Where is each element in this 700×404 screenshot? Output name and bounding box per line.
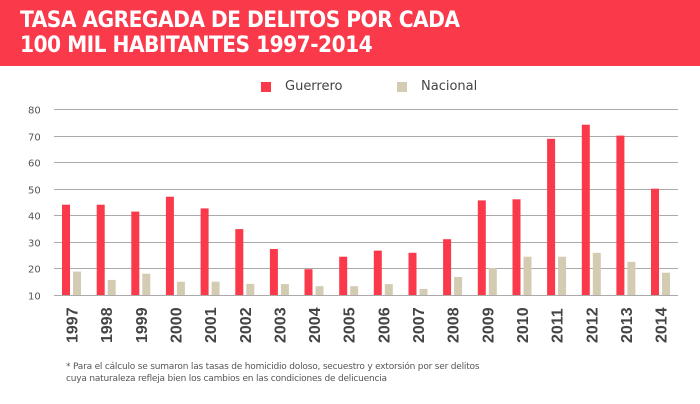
- title-line-1: TASA AGREGADA DE DELITOS POR CADA: [20, 8, 460, 33]
- bar-guerrero-2013: [616, 135, 625, 295]
- bar-guerrero-2012: [581, 124, 590, 295]
- bar-nacional-2010: [523, 256, 532, 295]
- legend-label-nacional: Nacional: [421, 79, 478, 94]
- bar-guerrero-2010: [512, 199, 521, 295]
- legend-swatch-guerrero: [261, 81, 271, 92]
- x-tick-label: 2007: [411, 307, 428, 343]
- x-tick-label: 2009: [480, 307, 497, 343]
- x-tick-label: 2004: [307, 307, 324, 343]
- bar-nacional-2004: [315, 286, 324, 295]
- bar-guerrero-2001: [200, 208, 209, 295]
- chart-title: TASA AGREGADA DE DELITOS POR CADA 100 MI…: [20, 8, 460, 58]
- y-tick-label: 60: [28, 159, 41, 170]
- x-tick-label: 2008: [446, 307, 463, 343]
- x-tick-label: 2005: [342, 307, 359, 343]
- legend-swatch-nacional: [397, 81, 407, 92]
- bar-nacional-2006: [384, 284, 393, 295]
- bar-nacional-2014: [662, 272, 670, 295]
- bar-nacional-1997: [73, 271, 81, 295]
- x-tick-label: 2003: [272, 307, 289, 343]
- y-tick-label: 30: [28, 239, 41, 250]
- bar-guerrero-2006: [373, 250, 382, 295]
- y-tick-label: 50: [28, 186, 41, 197]
- bar-guerrero-2009: [477, 200, 486, 295]
- x-tick-label: 1998: [99, 307, 116, 343]
- legend-label-guerrero: Guerrero: [285, 79, 343, 94]
- y-tick-label: 80: [28, 106, 41, 117]
- bar-nacional-2013: [627, 261, 636, 295]
- bar-nacional-2009: [488, 267, 497, 295]
- bar-nacional-2012: [592, 252, 601, 295]
- bar-guerrero-2003: [269, 249, 278, 295]
- x-tick-label: 2011: [550, 308, 567, 343]
- footnote: * Para el cálculo se sumaron las tasas d…: [66, 361, 480, 385]
- x-tick-label: 2012: [584, 307, 601, 343]
- bar-guerrero-2004: [304, 269, 313, 295]
- x-tick-label: 2013: [619, 307, 636, 343]
- bar-guerrero-1997: [62, 204, 70, 295]
- x-tick-label: 1997: [65, 307, 82, 343]
- bar-guerrero-2011: [547, 138, 556, 295]
- legend: Guerrero Nacional: [0, 79, 700, 95]
- title-banner: TASA AGREGADA DE DELITOS POR CADA 100 MI…: [0, 0, 700, 66]
- bar-guerrero-2007: [408, 252, 417, 295]
- x-tick-label: 2001: [203, 307, 220, 343]
- bar-nacional-2011: [558, 256, 567, 295]
- x-tick-label: 1999: [134, 307, 151, 343]
- bar-guerrero-1999: [131, 211, 140, 295]
- y-tick-label: 20: [28, 265, 41, 276]
- y-tick-label: 70: [28, 133, 41, 144]
- x-tick-label: 2006: [376, 307, 393, 343]
- x-tick-label: 2002: [238, 307, 255, 343]
- bar-nacional-1998: [107, 279, 116, 295]
- x-tick-label: 2010: [515, 307, 532, 343]
- bar-nacional-2002: [246, 283, 255, 295]
- footnote-line-2: cuya naturaleza refleja bien los cambios…: [66, 374, 387, 384]
- legend-item-guerrero: Guerrero: [261, 79, 343, 94]
- bar-nacional-2005: [350, 286, 359, 295]
- bar-nacional-2007: [419, 288, 428, 295]
- x-tick-label: 2000: [168, 307, 185, 343]
- bar-nacional-2003: [280, 284, 289, 295]
- y-tick-label: 10: [28, 292, 41, 303]
- title-line-2: 100 MIL HABITANTES 1997-2014: [20, 33, 373, 58]
- bar-guerrero-1998: [96, 204, 105, 295]
- footnote-line-1: * Para el cálculo se sumaron las tasas d…: [66, 362, 480, 372]
- bar-guerrero-2008: [443, 239, 452, 295]
- legend-item-nacional: Nacional: [397, 79, 477, 94]
- bar-nacional-2000: [176, 281, 185, 295]
- bar-guerrero-2002: [235, 229, 244, 295]
- bar-nacional-1999: [142, 273, 151, 295]
- bar-guerrero-2005: [339, 256, 348, 295]
- x-tick-label: 2014: [654, 307, 671, 343]
- bar-nacional-2008: [454, 276, 463, 295]
- bar-guerrero-2014: [651, 188, 659, 295]
- bar-nacional-2001: [211, 281, 220, 295]
- bar-guerrero-2000: [165, 196, 174, 295]
- y-tick-label: 40: [28, 212, 41, 223]
